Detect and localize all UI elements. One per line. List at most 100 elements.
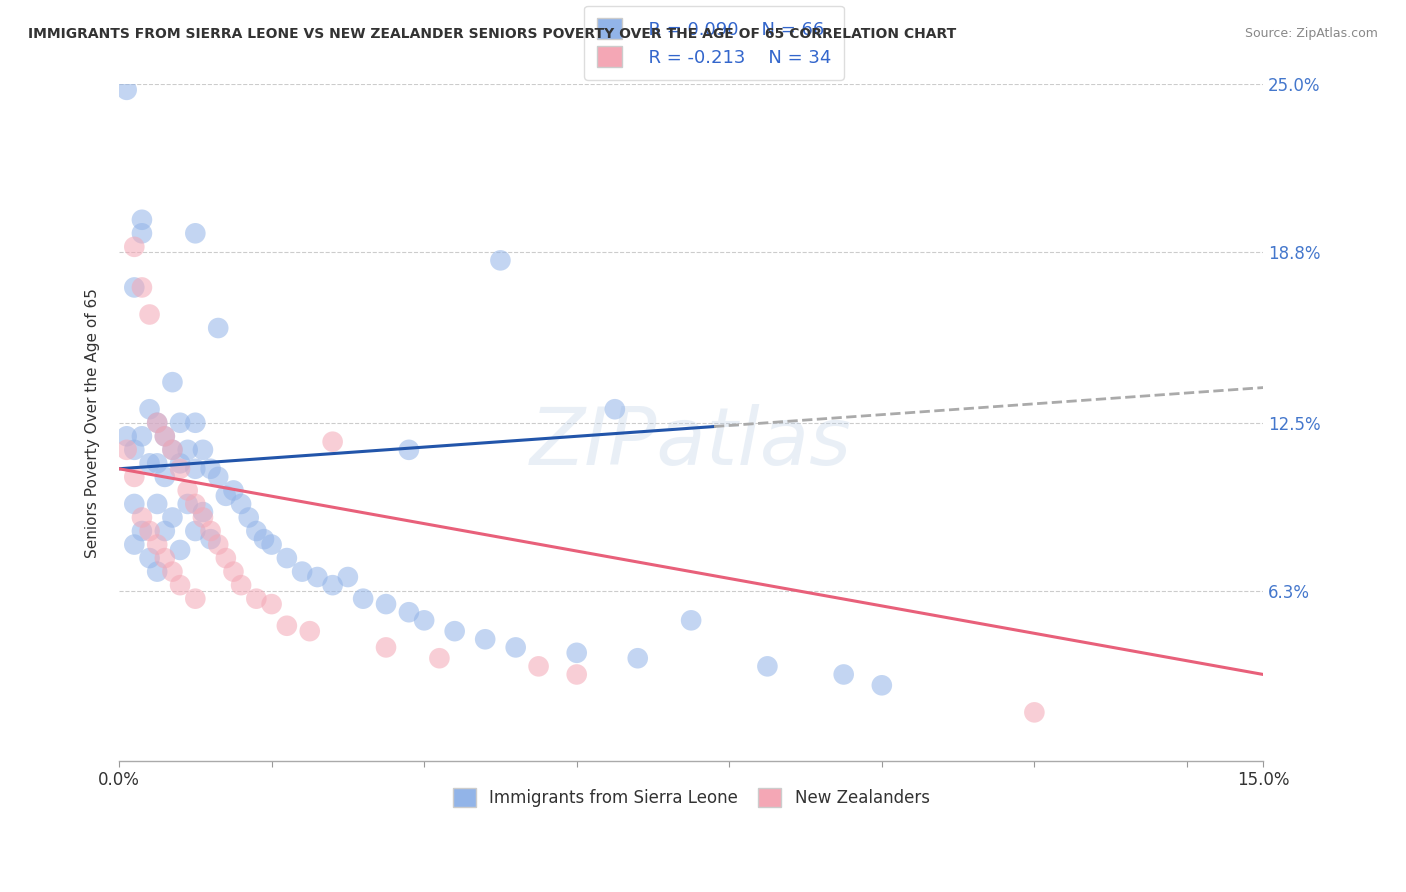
Point [200, 532, 222, 546]
Point [245, 524, 267, 538]
Point [260, 597, 283, 611]
Point [191, 442, 214, 457]
Point [184, 227, 207, 241]
Point [191, 505, 214, 519]
Point [169, 543, 191, 558]
Point [162, 442, 184, 457]
Point [176, 442, 198, 457]
Point [681, 613, 703, 627]
Point [756, 659, 779, 673]
Point [162, 442, 184, 457]
Point [169, 578, 191, 592]
Point [184, 462, 207, 476]
Y-axis label: Seniors Poverty Over the Age of 65: Seniors Poverty Over the Age of 65 [86, 288, 100, 558]
Text: IMMIGRANTS FROM SIERRA LEONE VS NEW ZEALANDER SENIORS POVERTY OVER THE AGE OF 65: IMMIGRANTS FROM SIERRA LEONE VS NEW ZEAL… [28, 27, 956, 41]
Point [832, 667, 855, 681]
Point [276, 551, 298, 566]
Point [115, 442, 138, 457]
Point [138, 524, 160, 538]
Point [429, 651, 451, 665]
Point [146, 416, 169, 430]
Point [298, 624, 321, 639]
Point [474, 632, 496, 647]
Point [398, 605, 420, 619]
Point [191, 510, 214, 524]
Point [138, 402, 160, 417]
Point [153, 524, 176, 538]
Point [176, 483, 198, 498]
Point [527, 659, 550, 673]
Point [138, 551, 160, 566]
Point [184, 416, 207, 430]
Point [505, 640, 527, 655]
Point [229, 578, 252, 592]
Point [222, 483, 245, 498]
Point [443, 624, 465, 639]
Point [260, 537, 283, 551]
Point [375, 640, 398, 655]
Point [291, 565, 314, 579]
Point [115, 83, 138, 97]
Point [229, 497, 252, 511]
Point [146, 456, 169, 470]
Point [565, 667, 588, 681]
Point [162, 375, 184, 389]
Point [870, 678, 893, 692]
Point [245, 591, 267, 606]
Point [162, 565, 184, 579]
Point [146, 537, 169, 551]
Point [131, 510, 153, 524]
Point [565, 646, 588, 660]
Point [489, 253, 512, 268]
Point [146, 565, 169, 579]
Point [131, 212, 153, 227]
Point [322, 434, 344, 449]
Point [176, 497, 198, 511]
Point [215, 551, 238, 566]
Point [603, 402, 626, 417]
Point [238, 510, 260, 524]
Point [162, 510, 184, 524]
Point [322, 578, 344, 592]
Point [124, 280, 146, 294]
Point [131, 524, 153, 538]
Point [352, 591, 374, 606]
Point [253, 532, 276, 546]
Point [124, 240, 146, 254]
Point [222, 565, 245, 579]
Point [115, 429, 138, 443]
Point [153, 429, 176, 443]
Point [153, 551, 176, 566]
Text: ZIPatlas: ZIPatlas [530, 404, 852, 482]
Point [124, 442, 146, 457]
Point [627, 651, 650, 665]
Point [124, 470, 146, 484]
Point [184, 524, 207, 538]
Point [146, 497, 169, 511]
Point [124, 497, 146, 511]
Point [276, 619, 298, 633]
Point [215, 489, 238, 503]
Point [169, 462, 191, 476]
Point [375, 597, 398, 611]
Point [200, 462, 222, 476]
Text: Source: ZipAtlas.com: Source: ZipAtlas.com [1244, 27, 1378, 40]
Point [153, 470, 176, 484]
Point [184, 591, 207, 606]
Point [307, 570, 329, 584]
Point [398, 442, 420, 457]
Point [146, 416, 169, 430]
Point [413, 613, 436, 627]
Point [169, 416, 191, 430]
Point [336, 570, 359, 584]
Point [131, 227, 153, 241]
Point [207, 537, 229, 551]
Point [1024, 706, 1046, 720]
Point [200, 524, 222, 538]
Point [124, 537, 146, 551]
Point [207, 470, 229, 484]
Legend: Immigrants from Sierra Leone, New Zealanders: Immigrants from Sierra Leone, New Zealan… [446, 781, 936, 814]
Point [131, 429, 153, 443]
Point [153, 429, 176, 443]
Point [184, 497, 207, 511]
